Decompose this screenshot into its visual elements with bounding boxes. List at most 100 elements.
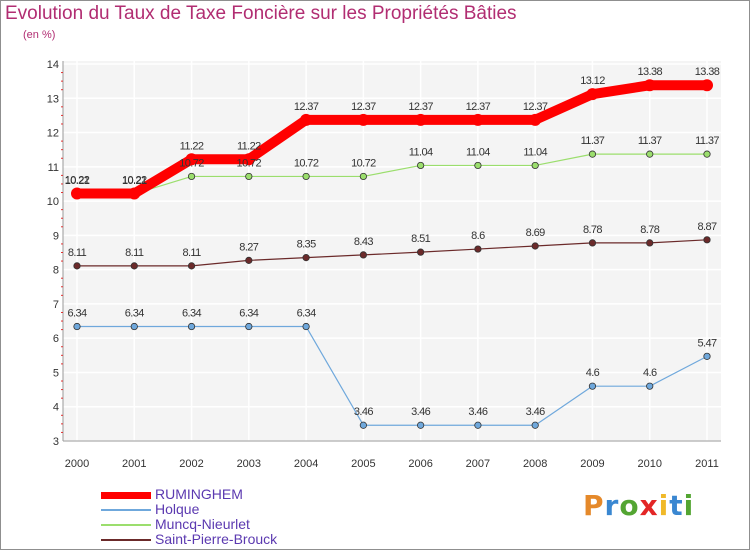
proxiti-logo: Proxiti [583, 489, 694, 522]
data-point [185, 153, 198, 166]
data-point [245, 322, 253, 331]
data-point [474, 161, 482, 170]
series-line-saint-pierre-brouck [76, 239, 708, 267]
y-tick-label: 10 [47, 196, 59, 208]
data-label: 6.34 [239, 308, 258, 320]
data-point [187, 322, 196, 331]
logo-letter: o [619, 489, 640, 522]
data-point [359, 251, 367, 259]
logo-letter: r [604, 489, 620, 522]
logo-letter: i [683, 489, 695, 522]
data-label: 8.6 [471, 230, 485, 242]
data-label: 5.47 [697, 337, 716, 349]
series-line-muncq-nieurlet [76, 153, 708, 195]
data-point [71, 187, 83, 200]
legend-swatch [101, 492, 151, 499]
data-label: 12.37 [408, 101, 433, 113]
logo-letter: x [639, 489, 659, 522]
y-unit-label: (en %) [23, 29, 56, 41]
data-label: 13.38 [695, 66, 720, 78]
data-point [245, 172, 253, 181]
data-label: 12.37 [523, 101, 548, 113]
legend-label: Saint-Pierre-Brouck [155, 531, 278, 547]
data-point [701, 79, 713, 92]
data-label: 4.6 [643, 367, 657, 379]
x-tick-label: 2010 [637, 458, 661, 470]
data-point [130, 322, 138, 331]
data-point [417, 161, 425, 170]
data-point [73, 262, 81, 270]
legend-label: RUMINGHEM [155, 486, 243, 502]
data-point [128, 187, 141, 200]
legend-swatch [101, 539, 151, 541]
data-point [417, 421, 425, 429]
data-point [646, 150, 654, 158]
legend-label: Holque [155, 501, 200, 517]
data-point [586, 88, 599, 101]
data-label: 11.22 [180, 140, 204, 152]
data-label: 8.51 [411, 233, 430, 245]
data-point [471, 113, 484, 126]
data-label: 8.78 [583, 224, 602, 236]
data-label: 8.27 [239, 241, 258, 253]
logo-letter: P [583, 489, 605, 522]
data-point [357, 113, 370, 126]
data-label: 8.11 [125, 247, 144, 259]
data-label: 12.37 [294, 101, 319, 113]
data-label: 10.22 [122, 175, 147, 187]
data-label: 8.11 [68, 247, 87, 259]
data-point [300, 113, 313, 126]
data-label: 3.46 [411, 406, 430, 418]
data-point [703, 236, 711, 244]
data-label: 13.38 [637, 66, 662, 78]
legend-swatch [101, 509, 151, 511]
data-point [646, 382, 654, 390]
logo-letter: i [658, 489, 670, 522]
data-point [531, 242, 539, 250]
data-label: 10.72 [237, 157, 262, 169]
data-label: 8.35 [297, 239, 316, 251]
data-label: 6.34 [125, 308, 144, 320]
data-point [531, 421, 539, 429]
x-tick-label: 2000 [65, 458, 89, 470]
data-label: 11.37 [695, 135, 719, 147]
data-point [529, 113, 542, 126]
data-label: 3.46 [526, 406, 545, 418]
data-point [130, 262, 138, 270]
data-point [531, 161, 539, 170]
chart-title: Evolution du Taux de Taxe Foncière sur l… [5, 3, 517, 24]
data-point [359, 421, 367, 429]
data-label: 6.34 [297, 308, 316, 320]
data-point [414, 113, 427, 126]
y-tick-label: 7 [53, 299, 59, 311]
data-point [417, 248, 425, 256]
data-point [187, 172, 196, 181]
x-tick-label: 2008 [523, 458, 547, 470]
data-point [187, 262, 196, 270]
data-label: 8.78 [640, 224, 659, 236]
x-tick-label: 2001 [122, 458, 146, 470]
x-tick-label: 2009 [580, 458, 604, 470]
data-point [474, 245, 482, 253]
data-label: 11.37 [638, 135, 662, 147]
x-tick-label: 2011 [695, 458, 719, 470]
y-tick-label: 11 [48, 162, 59, 174]
y-tick-label: 4 [53, 402, 59, 414]
data-label: 8.87 [697, 221, 716, 233]
y-tick-label: 5 [53, 367, 59, 379]
data-point [245, 256, 253, 264]
data-point [703, 150, 711, 158]
data-label: 10.72 [351, 157, 376, 169]
data-label: 4.6 [586, 367, 600, 379]
data-label: 3.46 [354, 406, 373, 418]
data-label: 11.04 [523, 146, 547, 158]
x-tick-label: 2007 [466, 458, 490, 470]
data-label: 10.72 [294, 157, 319, 169]
data-label: 10.72 [179, 157, 204, 169]
x-tick-label: 2006 [408, 458, 432, 470]
data-point [474, 421, 482, 429]
y-tick-label: 12 [47, 128, 59, 140]
y-tick-label: 14 [47, 59, 59, 71]
